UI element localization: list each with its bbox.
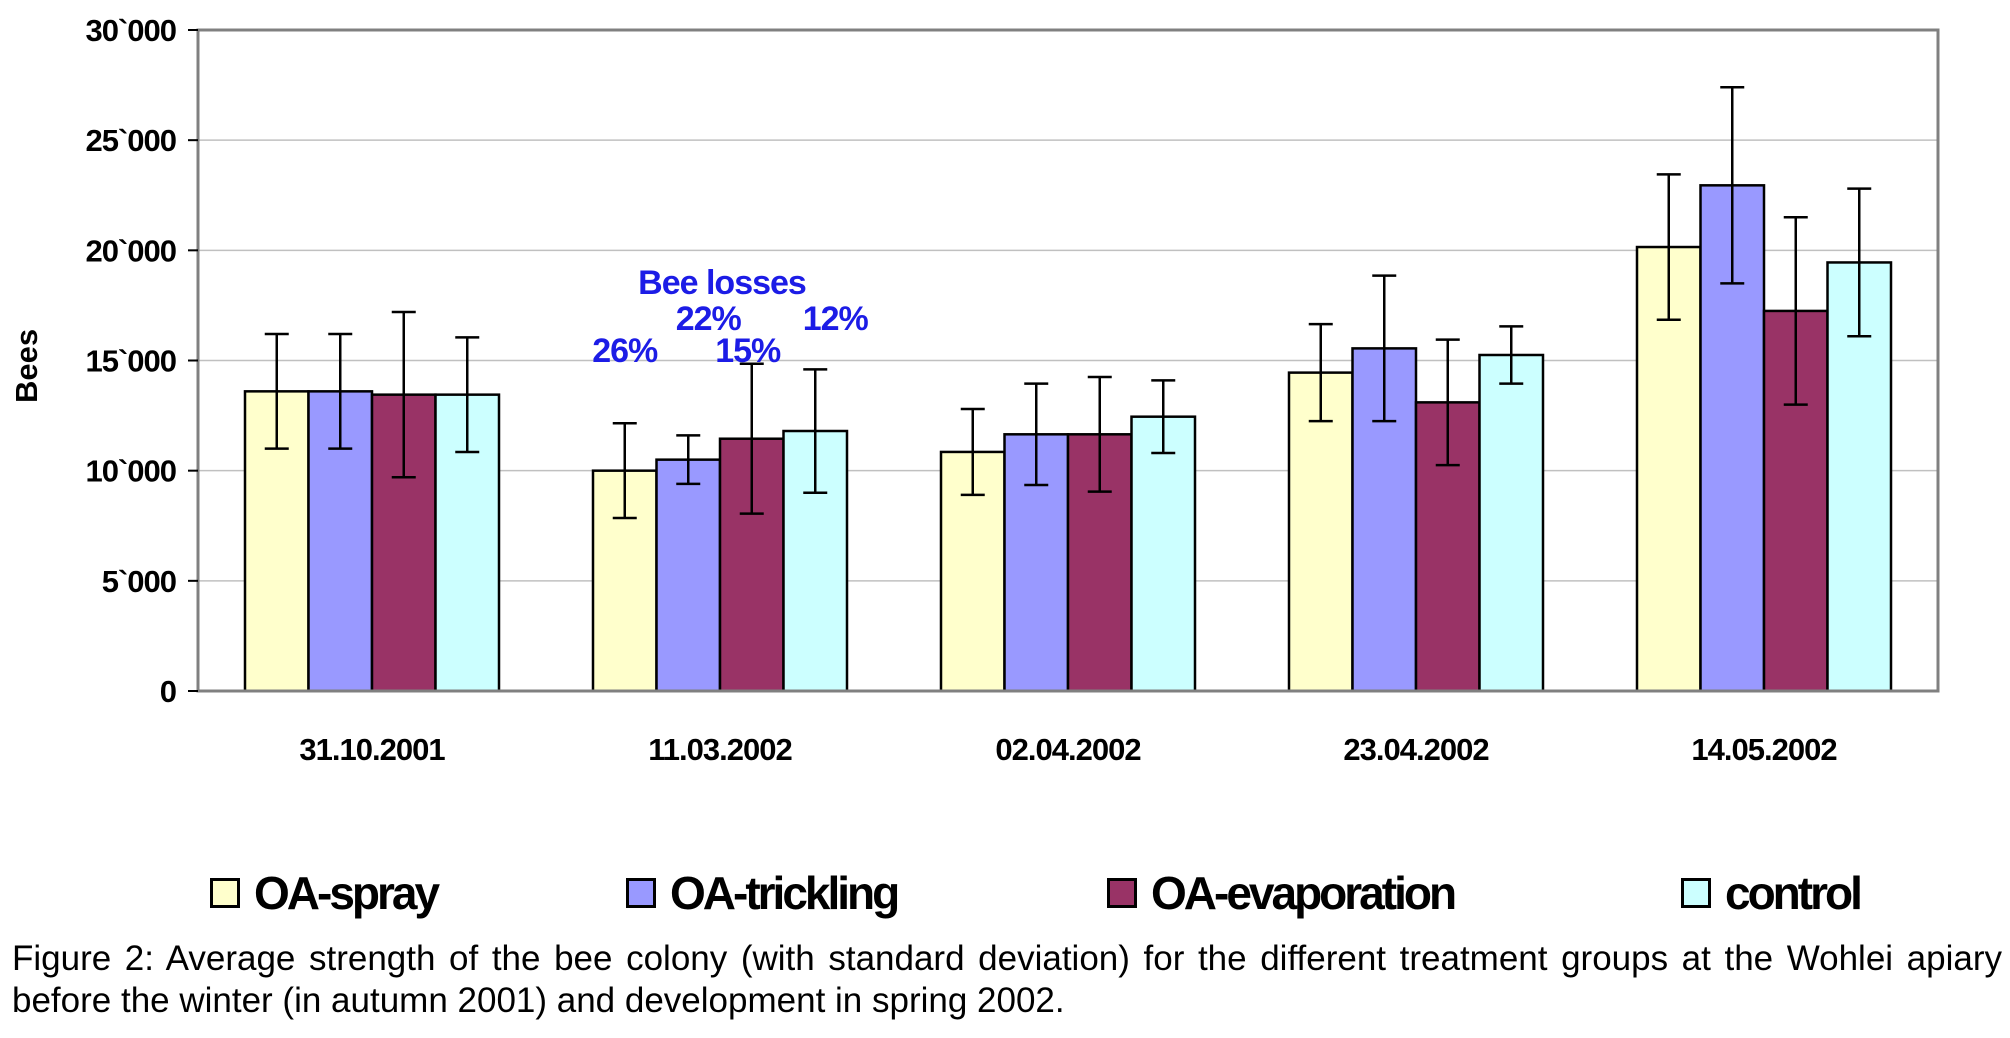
error-bar — [1024, 382, 1049, 487]
y-tick-label: 15`000 — [85, 344, 176, 379]
legend-swatch — [626, 878, 656, 908]
error-bar — [264, 332, 289, 450]
error-bar — [1656, 173, 1681, 321]
error-bar — [803, 368, 828, 494]
x-tick-label: 23.04.2002 — [1343, 732, 1488, 767]
error-bar — [1308, 322, 1333, 423]
figure-caption: Figure 2: Average strength of the bee co… — [12, 939, 2002, 1020]
annotation-percent: 22% — [676, 300, 742, 338]
annotation-percent: 15% — [715, 332, 781, 370]
error-bar — [328, 332, 353, 450]
error-bar — [1372, 274, 1397, 423]
error-bar — [1151, 379, 1176, 455]
bar-control-2 — [1130, 415, 1197, 693]
legend-item: OA-trickling — [626, 858, 900, 928]
bars-group — [243, 184, 1893, 693]
error-bar — [739, 362, 764, 515]
y-tick-label: 30`000 — [85, 13, 176, 48]
error-bar — [1499, 325, 1524, 385]
y-axis-label: Bees — [9, 329, 44, 403]
y-tick-label: 20`000 — [85, 233, 176, 268]
annotation-title: Bee losses — [638, 264, 806, 302]
y-tick-label: 25`000 — [85, 123, 176, 158]
legend-swatch — [1681, 878, 1711, 908]
y-tick-label: 0 — [160, 674, 176, 709]
y-tick-label: 5`000 — [102, 564, 176, 599]
error-bar — [612, 422, 637, 520]
x-axis-ticks: 31.10.2001 11.03.2002 02.04.2002 23.04.2002… — [299, 732, 1837, 767]
legend-swatch — [1107, 878, 1137, 908]
error-bar — [1087, 375, 1112, 493]
legend-item: OA-spray — [210, 858, 440, 928]
error-bar — [960, 407, 985, 497]
legend-label: OA-spray — [254, 867, 440, 919]
x-tick-label: 11.03.2002 — [648, 732, 791, 767]
bar-control-3 — [1478, 353, 1545, 693]
x-tick-label: 31.10.2001 — [299, 732, 445, 767]
legend-item: control — [1681, 858, 1863, 928]
x-tick-label: 14.05.2002 — [1691, 732, 1836, 767]
annotation-percent: 26% — [592, 332, 658, 370]
error-bar — [391, 310, 416, 479]
legend: OA-spray OA-trickling OA-evaporation contro… — [0, 858, 2010, 928]
legend-swatch — [210, 878, 240, 908]
legend-label: OA-trickling — [670, 867, 900, 919]
error-bar — [1720, 86, 1745, 285]
error-bar — [455, 336, 480, 454]
legend-item: OA-evaporation — [1107, 858, 1457, 928]
error-bar — [1847, 187, 1872, 338]
error-bar — [676, 434, 701, 486]
legend-label: control — [1725, 867, 1863, 919]
x-tick-label: 02.04.2002 — [995, 732, 1140, 767]
error-bar — [1435, 338, 1460, 467]
error-bars-group — [264, 86, 1872, 520]
bar-oa-trickling-1 — [655, 458, 722, 693]
annotation-percent: 12% — [803, 300, 869, 338]
error-bar — [1783, 216, 1808, 406]
bee-losses-annotation: Bee losses 26% 22%15% 12% — [592, 264, 869, 370]
y-tick-label: 10`000 — [85, 454, 176, 489]
bar-chart: 0 5`000 10`000 15`000 20`000 25`000 30`000 31.… — [9, 13, 1940, 767]
legend-label: OA-evaporation — [1151, 867, 1457, 919]
y-axis-ticks: 0 5`000 10`000 15`000 20`000 25`000 30`000 — [85, 13, 198, 709]
